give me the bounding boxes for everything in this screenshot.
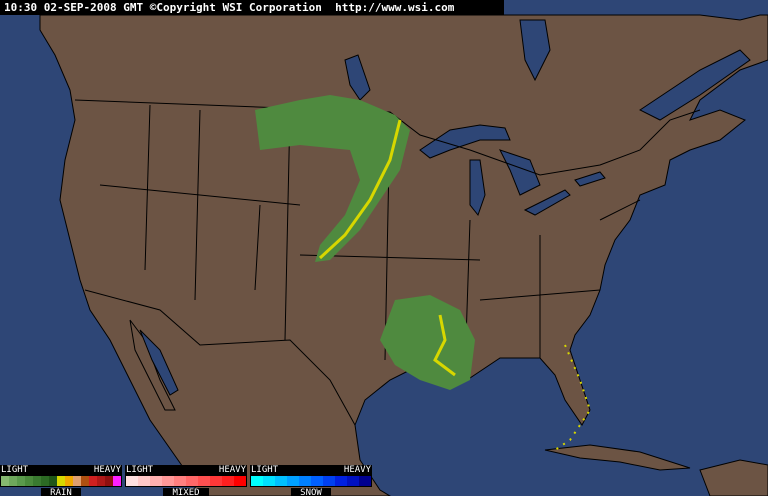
legend-light-label: LIGHT xyxy=(251,465,279,475)
legend-swatch xyxy=(174,476,186,486)
legend-light-label: LIGHT xyxy=(126,465,154,475)
legend-swatch xyxy=(25,476,33,486)
legend-swatch xyxy=(198,476,210,486)
legend-color-scale xyxy=(0,475,122,487)
rain-gulf-coast xyxy=(380,295,475,390)
legend-swatch xyxy=(73,476,81,486)
cuba xyxy=(544,444,691,471)
legend-swatch xyxy=(97,476,105,486)
header-bar: 10:30 02-SEP-2008 GMT ©Copyright WSI Cor… xyxy=(0,0,504,15)
yucatan xyxy=(699,459,768,496)
legend-swatch xyxy=(323,476,335,486)
legend-swatch xyxy=(222,476,234,486)
legend-swatch xyxy=(210,476,222,486)
legend-swatch xyxy=(287,476,299,486)
legend-swatch xyxy=(49,476,57,486)
legend-swatch xyxy=(335,476,347,486)
legend-swatch xyxy=(347,476,359,486)
water-bodies xyxy=(139,19,751,396)
hudson-bay-inlet xyxy=(519,19,551,82)
legend-snow: LIGHT HEAVY SNOW xyxy=(250,465,372,496)
legend-heavy-label: HEAVY xyxy=(93,465,121,475)
lake-huron xyxy=(499,149,541,196)
legend-heavy-label: HEAVY xyxy=(343,465,371,475)
rain-heavy-line xyxy=(318,119,402,260)
land xyxy=(39,14,768,496)
copyright: ©Copyright WSI Corporation xyxy=(149,1,322,14)
legend-swatch xyxy=(150,476,162,486)
url-link[interactable]: http://www.wsi.com xyxy=(335,1,455,14)
legend-swatch xyxy=(41,476,49,486)
legend-swatch xyxy=(9,476,17,486)
rain-florida-showers xyxy=(554,344,592,451)
legend-name: RAIN xyxy=(41,488,81,496)
legend-swatch xyxy=(359,476,371,486)
precipitation xyxy=(255,95,592,451)
legend-name: MIXED xyxy=(163,488,209,496)
legend-swatch xyxy=(138,476,150,486)
legend-mixed: LIGHT HEAVY MIXED xyxy=(125,465,247,496)
legend-swatch xyxy=(105,476,113,486)
legend-color-scale xyxy=(250,475,372,487)
legend-rain: LIGHT HEAVY RAIN xyxy=(0,465,122,496)
legend-swatch xyxy=(81,476,89,486)
legend-swatch xyxy=(186,476,198,486)
legend-swatch xyxy=(65,476,73,486)
st-lawrence xyxy=(639,49,751,121)
legend-swatch xyxy=(113,476,121,486)
legend-swatch xyxy=(251,476,263,486)
us-mexico-border xyxy=(84,289,356,426)
legend-color-scale xyxy=(125,475,247,487)
legend-swatch xyxy=(126,476,138,486)
legend-light-label: LIGHT xyxy=(1,465,29,475)
lake-ontario xyxy=(574,171,606,187)
state-lines xyxy=(99,104,641,371)
legend-swatch xyxy=(89,476,97,486)
legend-swatch xyxy=(275,476,287,486)
legend-swatch xyxy=(311,476,323,486)
us-canada-border xyxy=(74,99,701,176)
legend-swatch xyxy=(234,476,246,486)
legend-name: SNOW xyxy=(291,488,331,496)
legend-heavy-label: HEAVY xyxy=(218,465,246,475)
lake-erie xyxy=(523,189,571,216)
gulf-of-california xyxy=(139,329,179,396)
timestamp: 10:30 02-SEP-2008 GMT xyxy=(4,1,144,14)
legend-swatch xyxy=(299,476,311,486)
lake-superior xyxy=(419,124,511,159)
legend-swatch xyxy=(57,476,65,486)
legend-swatch xyxy=(162,476,174,486)
rain-heavy-gulf xyxy=(433,314,456,377)
legend-swatch xyxy=(33,476,41,486)
legend-swatch xyxy=(263,476,275,486)
legend-swatch xyxy=(1,476,9,486)
rain-northern-plains xyxy=(255,95,410,262)
lake-michigan xyxy=(469,159,486,217)
north-america-landmass xyxy=(39,14,768,496)
state-borders xyxy=(74,99,701,426)
lake-winnipeg xyxy=(344,54,371,101)
legend-swatch xyxy=(17,476,25,486)
